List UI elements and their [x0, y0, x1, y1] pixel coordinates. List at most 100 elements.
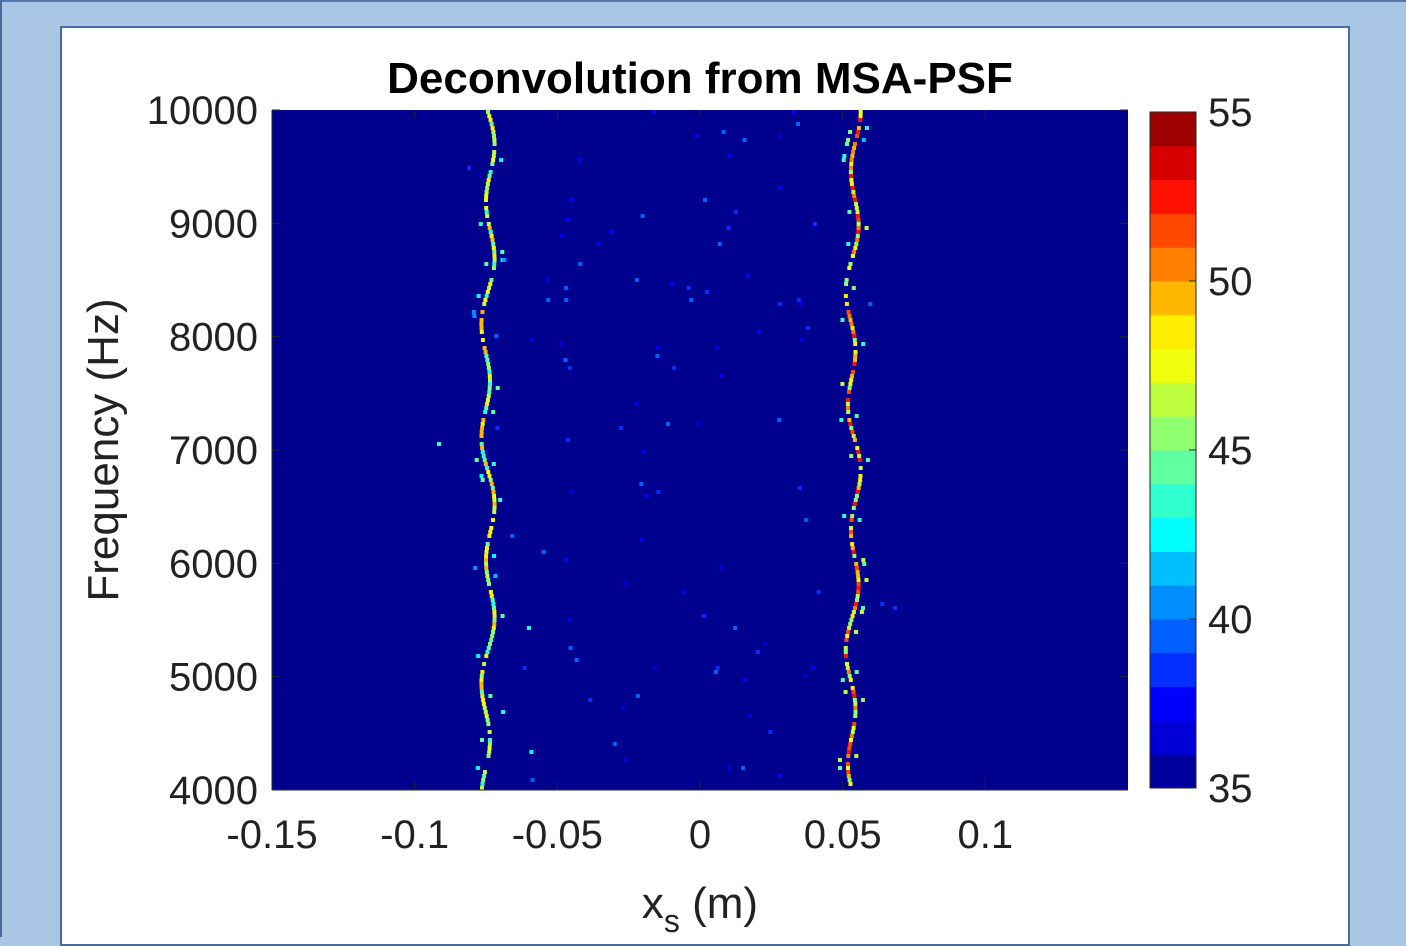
heatmap-cell	[478, 222, 483, 226]
heatmap-cell	[849, 174, 854, 178]
heatmap-cell	[564, 298, 569, 302]
heatmap-cell	[846, 770, 851, 774]
heatmap-cell	[856, 130, 861, 134]
heatmap-cell	[495, 386, 500, 390]
heatmap-cell	[846, 242, 851, 246]
heatmap-cell	[492, 614, 497, 618]
heatmap-cell	[484, 570, 489, 574]
x-tick-label: 0	[689, 813, 711, 857]
colorbar-tick-label: 35	[1208, 767, 1253, 811]
heatmap-cell	[489, 234, 494, 238]
heatmap-cell	[849, 378, 854, 382]
heatmap-cell	[855, 238, 860, 242]
heatmap-cell	[846, 310, 851, 314]
heatmap-cell	[851, 434, 856, 438]
heatmap-cell	[488, 590, 493, 594]
heatmap-cell	[541, 550, 546, 554]
heatmap-cell	[479, 430, 484, 434]
x-tick-label: 0.1	[958, 813, 1014, 857]
heatmap-cell	[568, 646, 573, 650]
heatmap-cell	[479, 682, 484, 686]
heatmap-cell	[480, 786, 484, 790]
heatmap-cell	[486, 178, 491, 182]
x-axis-label: xs (m)	[642, 879, 758, 937]
heatmap-cell	[848, 782, 853, 786]
heatmap-cell	[705, 290, 709, 294]
heatmap-cell	[641, 450, 646, 454]
heatmap-cell	[488, 230, 493, 234]
heatmap-cell	[480, 338, 485, 342]
heatmap-cell	[864, 226, 869, 230]
heatmap-cell	[868, 302, 873, 306]
heatmap-cell	[493, 574, 498, 578]
heatmap-cell	[854, 630, 858, 634]
heatmap-cell	[844, 282, 849, 286]
heatmap-cell	[475, 766, 480, 770]
heatmap-cell	[743, 678, 747, 682]
heatmap-cell	[492, 622, 497, 626]
heatmap-cell	[851, 550, 856, 554]
heatmap-cell	[852, 194, 857, 198]
heatmap-cell	[838, 758, 842, 762]
heatmap-cell	[844, 654, 848, 658]
heatmap-cell	[855, 234, 860, 238]
heatmap-cell	[854, 242, 859, 246]
heatmap-cell	[484, 562, 489, 566]
heatmap-cell	[804, 518, 809, 522]
heatmap-cell	[853, 710, 858, 714]
heatmap-cell	[846, 754, 851, 758]
heatmap-cell	[847, 314, 852, 318]
heatmap-cell	[488, 738, 492, 742]
heatmap-cell	[856, 222, 861, 226]
heatmap-cell	[566, 218, 571, 222]
heatmap-cell	[485, 186, 490, 190]
heatmap-cell	[491, 518, 495, 522]
heatmap-cell	[806, 326, 810, 330]
heatmap-cell	[588, 698, 593, 702]
heatmap-cell	[858, 474, 863, 478]
heatmap-cell	[479, 674, 484, 678]
heatmap-cell	[482, 706, 487, 710]
heatmap-cell	[495, 426, 500, 430]
heatmap-cell	[849, 734, 854, 738]
heatmap-cell	[857, 482, 862, 486]
heatmap-cell	[856, 214, 860, 218]
heatmap-cell	[849, 166, 853, 170]
heatmap-cell	[484, 294, 489, 298]
heatmap-cell	[856, 230, 861, 234]
heatmap-cell	[778, 302, 783, 306]
heatmap-cell	[530, 778, 535, 782]
heatmap-cell	[733, 210, 738, 214]
heatmap-cell	[526, 626, 531, 630]
heatmap-cell	[623, 582, 627, 586]
heatmap-cell	[844, 278, 849, 282]
heatmap-cell	[492, 510, 497, 514]
heatmap-cell	[490, 238, 495, 242]
heatmap-cell	[480, 782, 485, 786]
heatmap-cell	[856, 574, 861, 578]
heatmap-cell	[854, 494, 859, 498]
heatmap-cell	[855, 134, 860, 138]
heatmap-cell	[701, 614, 706, 618]
heatmap-cell	[846, 630, 850, 634]
heatmap-cell	[487, 582, 491, 586]
heatmap-cell	[491, 154, 496, 158]
heatmap-cell	[500, 250, 505, 254]
heatmap-cell	[856, 578, 861, 582]
heatmap-cell	[479, 434, 484, 438]
heatmap-cell	[856, 450, 861, 454]
heatmap-cell	[476, 654, 481, 658]
heatmap-cell	[484, 198, 488, 202]
heatmap-cell	[483, 462, 488, 466]
heatmap-cell	[858, 118, 863, 122]
heatmap-cell	[489, 482, 494, 486]
heatmap-cell	[850, 614, 855, 618]
heatmap-cell	[491, 246, 496, 250]
heatmap-cell	[485, 358, 490, 362]
heatmap-cell	[487, 370, 492, 374]
heatmap-cell	[474, 458, 479, 462]
heatmap-cell	[848, 130, 853, 134]
heatmap-cell	[854, 202, 858, 206]
heatmap-cell	[482, 662, 487, 666]
heatmap-cell	[485, 290, 490, 294]
